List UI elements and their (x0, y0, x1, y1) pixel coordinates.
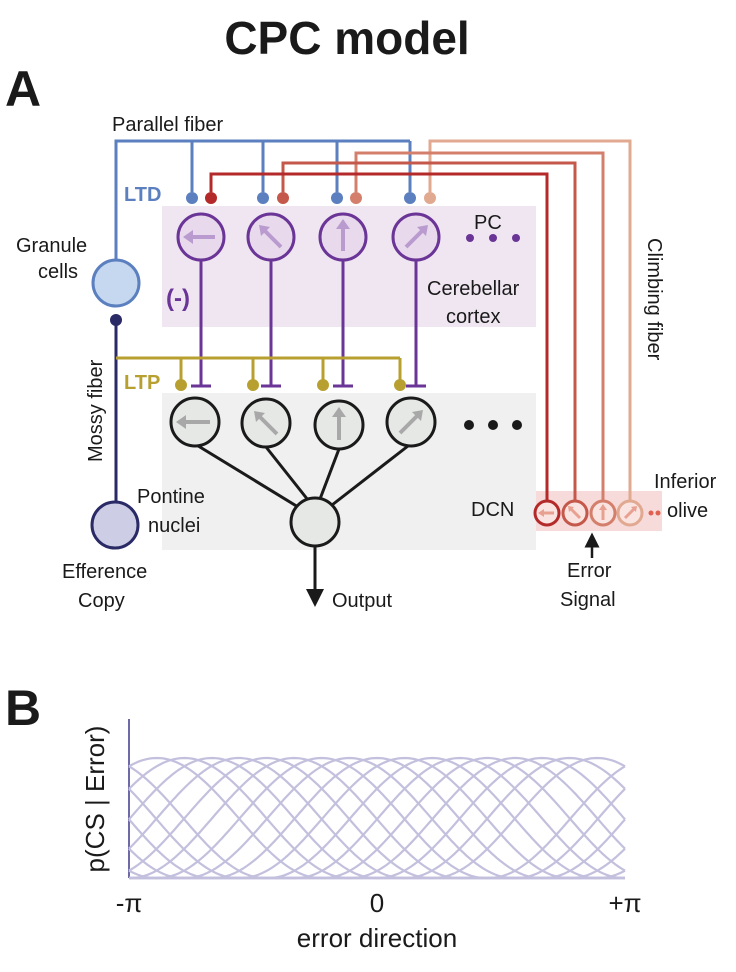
x-axis-label: error direction (297, 923, 457, 953)
arrow-up-icon (332, 407, 346, 440)
output-cell (289, 496, 341, 548)
error-signal-label-line2: Signal (560, 589, 616, 611)
climbing-fiber-label: Climbing fiber (643, 238, 665, 361)
inhibition-label: (-) (166, 285, 190, 312)
arrow-left-icon (183, 230, 215, 244)
climbing-fiber (209, 139, 632, 503)
figure-title: CPC model (224, 12, 469, 64)
purkinje-cell (246, 212, 296, 262)
granule-cell (91, 258, 141, 308)
y-axis-label: p(CS | Error) (80, 726, 110, 873)
dcn-cell (240, 397, 292, 449)
pontine-label-line1: Pontine (137, 486, 205, 508)
panel-b-letter: B (5, 680, 41, 736)
dcn-cells (169, 396, 437, 451)
arrow-left-icon (176, 415, 210, 429)
arrow-up-icon (336, 219, 350, 251)
mossy-fiber-synapse (110, 314, 122, 326)
arrow-up-right-icon (404, 225, 428, 249)
panel-a-letter: A (5, 61, 41, 117)
output-label: Output (332, 590, 392, 612)
ltp-synapses (175, 379, 406, 391)
dcn-cell (169, 396, 221, 448)
climbing-fiber-synapses (205, 192, 436, 204)
dcn-cell (385, 396, 437, 448)
efference-copy-cell (90, 500, 140, 550)
arrow-up-left-icon (254, 411, 279, 436)
tuning-curve-11 (129, 756, 625, 880)
olive-label-line2: olive (667, 500, 708, 522)
arrow-up-icon (599, 504, 607, 520)
olive-cell (616, 499, 644, 527)
x-tick-label: 0 (370, 888, 384, 918)
pontine-label-line2: nuclei (148, 515, 200, 537)
tuning-curve-chart: p(CS | Error) -π 0 +π error direction (80, 719, 642, 953)
olive-label-line1: Inferior (654, 471, 717, 493)
purkinje-cell (318, 212, 368, 262)
purkinje-cell (391, 212, 441, 262)
tuning-curve-16 (128, 756, 626, 880)
arrow-up-left-icon (259, 225, 283, 249)
olive-cell (533, 499, 561, 527)
cortex-label-line1: Cerebellar (427, 278, 520, 300)
efference-label-line1: Efference (62, 561, 147, 583)
pc-ellipsis (466, 234, 520, 242)
pc-label: PC (474, 212, 502, 234)
olive-ellipsis (648, 510, 661, 516)
olive-cell (589, 499, 617, 527)
olive-cell (561, 499, 589, 527)
dcn-cell (313, 399, 365, 451)
inferior-olive-cells (533, 499, 644, 527)
granule-label-line1: Granule (16, 235, 87, 257)
dcn-ellipsis (464, 420, 522, 430)
purkinje-axons (191, 260, 426, 388)
granule-label-line2: cells (38, 261, 78, 283)
parallel-fiber (114, 139, 412, 262)
error-signal-label-line1: Error (567, 560, 612, 582)
arrow-up-left-icon (568, 506, 582, 520)
dcn-label: DCN (471, 499, 514, 521)
ltp-fibers (116, 356, 402, 380)
arrow-up-right-icon (623, 506, 637, 520)
x-tick-label: -π (116, 888, 143, 918)
x-tick-label: +π (608, 888, 641, 918)
arrow-up-right-icon (398, 410, 423, 435)
efference-label-line2: Copy (78, 590, 125, 612)
arrow-left-icon (538, 509, 554, 517)
mossy-fiber-label: Mossy fiber (85, 359, 107, 462)
parallel-fiber-synapses (186, 192, 416, 204)
purkinje-cells (176, 212, 441, 262)
tuning-curves (128, 756, 626, 880)
dcn-projections (194, 442, 409, 512)
cortex-label-line2: cortex (446, 306, 500, 328)
purkinje-cell (176, 212, 226, 262)
parallel-fiber-label: Parallel fiber (112, 114, 224, 136)
ltd-label: LTD (124, 184, 161, 206)
ltp-label: LTP (124, 372, 160, 394)
